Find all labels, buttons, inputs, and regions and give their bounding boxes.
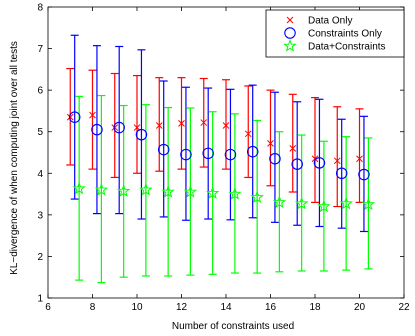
data-point bbox=[358, 168, 370, 181]
data-point bbox=[291, 158, 303, 170]
y-tick-label: 5 bbox=[37, 127, 43, 138]
data-point bbox=[135, 128, 148, 141]
data-point bbox=[311, 155, 319, 163]
data-point bbox=[89, 111, 96, 119]
y-tick-label: 3 bbox=[37, 210, 43, 221]
y-tick-label: 8 bbox=[37, 3, 43, 14]
x-tick-label: 20 bbox=[354, 302, 366, 313]
data-point bbox=[91, 123, 103, 136]
y-tick-label: 7 bbox=[37, 44, 43, 55]
legend-marker bbox=[283, 38, 297, 52]
x-tick-label: 12 bbox=[176, 302, 188, 313]
x-tick-label: 10 bbox=[131, 302, 143, 313]
data-point bbox=[294, 196, 309, 210]
x-tick-label: 18 bbox=[309, 302, 321, 313]
legend-item: Data Only bbox=[286, 16, 352, 27]
series-data-constraints bbox=[75, 94, 373, 284]
y-tick-label: 6 bbox=[37, 86, 43, 97]
data-point bbox=[246, 145, 259, 158]
data-point bbox=[72, 181, 86, 195]
x-axis-label: Number of constraints used bbox=[172, 321, 294, 332]
data-point bbox=[111, 124, 119, 131]
x-tick-label: 14 bbox=[220, 302, 232, 313]
x-tick-label: 8 bbox=[90, 302, 96, 313]
y-tick-label: 4 bbox=[37, 169, 43, 180]
data-point bbox=[361, 197, 376, 211]
data-point bbox=[224, 148, 237, 161]
data-point bbox=[200, 119, 208, 126]
data-series bbox=[66, 34, 376, 284]
legend-item: Data+Constraints bbox=[283, 38, 386, 53]
legend-marker bbox=[286, 16, 294, 24]
y-tick-label: 2 bbox=[37, 252, 43, 263]
data-point bbox=[335, 167, 348, 180]
data-point bbox=[205, 186, 220, 199]
y-axis-label: KL−divergence of when computing joint ov… bbox=[9, 41, 20, 275]
data-point bbox=[228, 186, 242, 200]
data-point bbox=[313, 157, 326, 169]
data-point bbox=[272, 195, 287, 209]
legend: Data Only Constraints Only Data+Constraint… bbox=[265, 9, 405, 58]
data-point bbox=[180, 148, 192, 161]
data-point bbox=[68, 111, 81, 123]
legend-label: Data Only bbox=[308, 16, 352, 27]
data-point bbox=[116, 184, 131, 197]
x-tick-label: 22 bbox=[398, 302, 410, 313]
data-point bbox=[267, 140, 274, 147]
data-point bbox=[222, 122, 230, 129]
data-point bbox=[94, 182, 109, 196]
data-point bbox=[250, 190, 264, 204]
data-point bbox=[183, 184, 198, 198]
legend-marker bbox=[284, 27, 296, 39]
data-point bbox=[113, 121, 125, 134]
legend-item: Constraints Only bbox=[284, 27, 382, 40]
data-point bbox=[289, 144, 297, 152]
legend-label: Constraints Only bbox=[308, 29, 382, 40]
data-point bbox=[317, 199, 331, 213]
data-point bbox=[244, 130, 252, 138]
data-point bbox=[66, 113, 74, 121]
data-point bbox=[161, 184, 175, 198]
data-point bbox=[178, 120, 185, 127]
x-tick-label: 16 bbox=[265, 302, 277, 313]
x-tick-label: 6 bbox=[45, 302, 51, 313]
y-axis: 1 2 3 4 5 6 7 8 bbox=[37, 3, 404, 305]
data-point bbox=[139, 182, 153, 196]
data-point bbox=[155, 122, 163, 129]
x-axis: 6 8 10 12 14 16 18 20 22 bbox=[45, 7, 410, 313]
data-point bbox=[333, 157, 341, 165]
legend-label: Data+Constraints bbox=[308, 42, 386, 53]
markers-data-constraints bbox=[72, 181, 376, 213]
data-point bbox=[202, 147, 214, 160]
y-tick-label: 1 bbox=[37, 294, 43, 305]
data-point bbox=[356, 155, 363, 163]
data-point bbox=[269, 152, 281, 165]
data-point bbox=[339, 196, 353, 210]
markers-constraints-only bbox=[68, 111, 370, 181]
data-point bbox=[157, 143, 170, 156]
markers-data-only bbox=[66, 111, 363, 165]
